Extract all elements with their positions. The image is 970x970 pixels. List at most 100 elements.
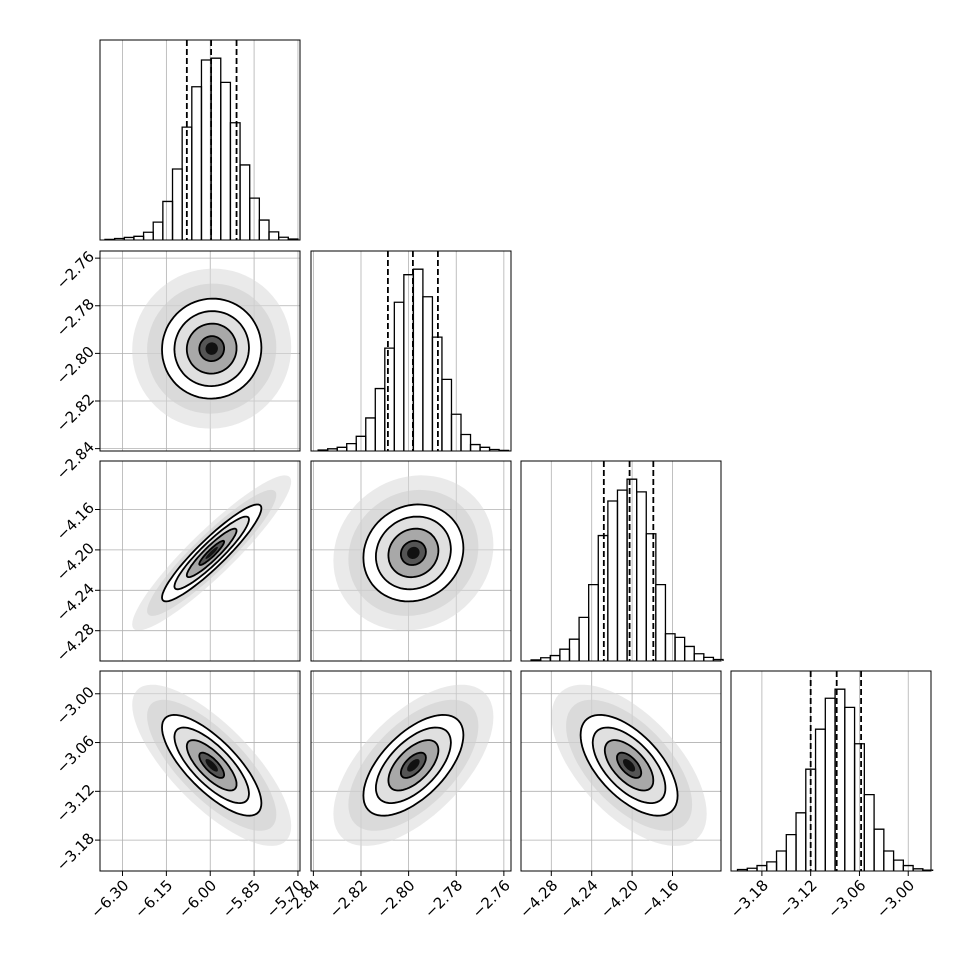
x-tick-label: −4.16 <box>637 876 682 921</box>
x-tick-label: −6.00 <box>175 876 220 921</box>
histogram-bin <box>346 443 357 451</box>
panel-frame <box>520 670 722 872</box>
x-tick-label: −4.24 <box>556 876 601 921</box>
density-level <box>205 759 218 772</box>
panel-frame <box>99 670 301 872</box>
histogram-bin <box>336 446 348 451</box>
x-tick-label: −5.85 <box>219 876 264 921</box>
histogram-bin <box>863 793 875 871</box>
histogram-bin <box>674 636 686 661</box>
histogram-bin <box>210 57 222 240</box>
y-tick-label: −2.76 <box>53 247 98 292</box>
histogram-bin <box>703 656 715 661</box>
histogram-bin <box>892 859 905 871</box>
density-level <box>205 342 218 355</box>
histogram-bin <box>578 616 590 661</box>
panel-frame <box>520 460 722 662</box>
histogram-bin <box>469 443 481 451</box>
x-tick-label: −2.80 <box>373 876 418 921</box>
histogram-bin <box>152 221 164 240</box>
histogram-bin <box>795 812 807 871</box>
histogram-bin <box>883 850 895 871</box>
y-tick-label: −3.00 <box>53 683 98 728</box>
panel-frame <box>310 460 512 662</box>
histogram-bin <box>683 645 695 661</box>
histogram-bin <box>441 378 453 451</box>
histogram-bin <box>655 583 667 661</box>
histogram-bin <box>873 828 885 871</box>
x-tick-label: −6.15 <box>131 876 176 921</box>
histogram-bin <box>191 86 203 240</box>
x-tick-label: −4.20 <box>597 876 642 921</box>
y-tick-label: −2.82 <box>53 390 98 435</box>
histogram-bin <box>268 231 280 240</box>
histogram-bin <box>171 168 183 240</box>
histogram-bin <box>607 500 619 661</box>
histogram-bin <box>133 235 145 240</box>
histogram-bin <box>393 301 405 451</box>
histogram-bin <box>636 491 647 661</box>
x-tick-label: −3.06 <box>824 876 869 921</box>
x-tick-label: −3.12 <box>775 876 820 921</box>
panel-frame <box>730 670 932 872</box>
histogram-bin <box>239 164 251 240</box>
histogram-bin <box>365 417 376 451</box>
y-tick-label: −4.24 <box>53 580 98 625</box>
y-tick-label: −3.06 <box>53 732 98 777</box>
y-tick-label: −4.16 <box>53 499 98 544</box>
histogram-bin <box>785 833 797 871</box>
histogram-bin <box>645 533 657 661</box>
histogram-bin <box>814 728 826 871</box>
x-tick-label: −3.00 <box>873 876 918 921</box>
density-level <box>623 759 636 772</box>
histogram-bin <box>775 850 787 871</box>
y-tick-label: −3.18 <box>53 829 98 874</box>
histogram-bin <box>229 122 241 240</box>
histogram-bin <box>384 347 395 451</box>
histogram-bin <box>844 706 856 871</box>
histogram-bin <box>412 268 424 451</box>
histogram-bin <box>258 219 270 240</box>
histogram-bin <box>616 489 628 661</box>
panel-frame <box>99 39 301 241</box>
x-tick-label: −2.82 <box>326 876 371 921</box>
panel-frame <box>99 250 301 452</box>
histogram-bin <box>374 387 386 451</box>
histogram-bin <box>200 59 212 240</box>
histogram-bin <box>142 231 154 240</box>
y-tick-label: −2.80 <box>53 343 98 388</box>
histogram-bin <box>460 433 472 451</box>
panel-frame <box>310 250 512 452</box>
y-tick-label: −3.12 <box>53 781 98 826</box>
x-tick-label: −2.78 <box>421 876 466 921</box>
density-level <box>407 759 420 772</box>
histogram-bin <box>766 861 778 871</box>
histogram-bin <box>824 697 836 871</box>
histogram-bin <box>479 446 491 451</box>
y-tick-label: −4.20 <box>53 539 98 584</box>
histogram-bin <box>712 658 724 661</box>
y-tick-label: −2.84 <box>53 438 98 483</box>
histogram-bin <box>664 633 676 661</box>
x-tick-label: −2.76 <box>469 876 514 921</box>
histogram-bin <box>693 653 705 661</box>
panel-frame <box>310 670 512 872</box>
histogram-bin <box>450 413 462 451</box>
density-level <box>205 546 218 559</box>
histogram-bin <box>422 296 434 451</box>
panel-frame <box>99 460 301 662</box>
y-tick-label: −2.78 <box>53 295 98 340</box>
x-tick-label: −3.18 <box>727 876 772 921</box>
x-tick-label: −4.28 <box>516 876 561 921</box>
histogram-bin <box>220 81 232 240</box>
density-level <box>407 546 420 559</box>
histogram-bin <box>559 648 571 661</box>
histogram-bin <box>588 583 599 661</box>
histogram-bin <box>162 200 174 240</box>
histogram-bin <box>568 638 580 661</box>
y-tick-label: −4.28 <box>53 620 98 665</box>
histogram-bin <box>549 654 561 661</box>
histogram-bin <box>249 197 261 240</box>
x-tick-label: −6.30 <box>87 876 132 921</box>
